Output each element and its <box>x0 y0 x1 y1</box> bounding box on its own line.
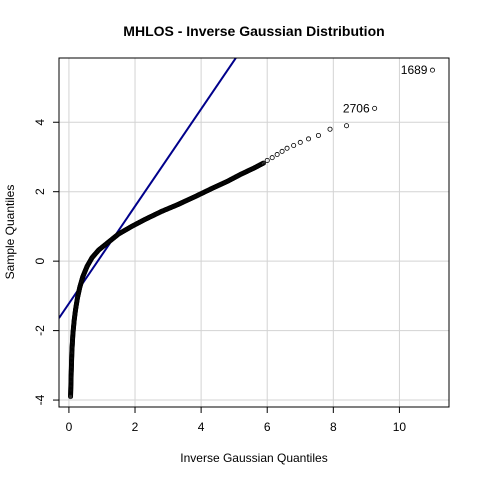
point-annotation: 1689 <box>401 63 428 77</box>
plot-area <box>59 58 435 400</box>
x-tick-label: 4 <box>198 420 205 434</box>
data-point <box>315 132 321 138</box>
data-point <box>372 105 378 111</box>
data-point <box>291 143 297 149</box>
data-point <box>264 157 270 163</box>
data-point <box>279 148 285 154</box>
x-tick-label: 6 <box>264 420 271 434</box>
x-tick-label: 0 <box>66 420 73 434</box>
x-tick-label: 10 <box>393 420 407 434</box>
y-tick-label: 2 <box>33 188 47 195</box>
data-points <box>68 67 435 400</box>
point-annotations: 1689 2706 <box>343 63 428 115</box>
data-point <box>327 126 333 132</box>
y-tick-label: 4 <box>33 119 47 126</box>
x-axis-label: Inverse Gaussian Quantiles <box>180 451 327 465</box>
data-point <box>284 145 290 151</box>
y-tick-label: -2 <box>33 325 47 336</box>
data-point <box>269 155 275 161</box>
y-axis-label: Sample Quantiles <box>3 185 17 280</box>
reference-line <box>59 58 238 319</box>
plot-frame <box>58 57 450 408</box>
x-axis: 0 2 4 6 8 10 <box>66 407 407 434</box>
y-tick-label: -4 <box>33 394 47 405</box>
data-point <box>344 123 350 129</box>
data-point <box>261 160 267 166</box>
x-tick-label: 8 <box>330 420 337 434</box>
chart-title: MHLOS - Inverse Gaussian Distribution <box>123 23 384 39</box>
data-point <box>429 67 435 73</box>
data-point <box>306 136 312 142</box>
x-tick-label: 2 <box>132 420 139 434</box>
y-axis: -4 -2 0 2 4 <box>33 119 59 405</box>
grid-lines <box>59 58 449 407</box>
data-point <box>274 152 280 158</box>
y-tick-label: 0 <box>33 257 47 264</box>
data-point <box>297 139 303 145</box>
point-annotation: 2706 <box>343 101 370 115</box>
